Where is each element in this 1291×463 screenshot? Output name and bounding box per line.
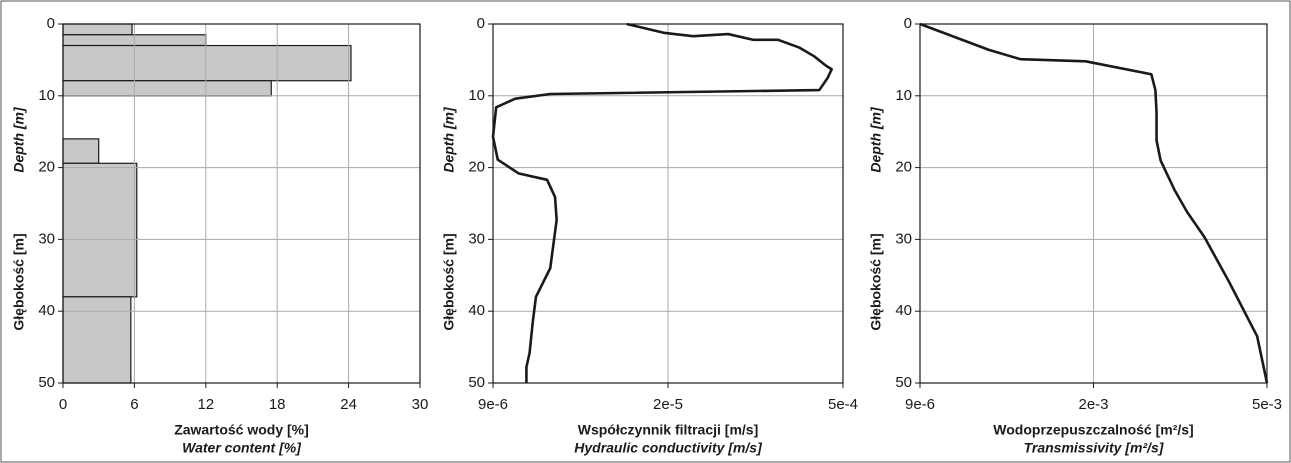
layer-bar (62, 296, 132, 384)
y-tick-label: 30 (38, 230, 55, 247)
y-tick-label: 50 (895, 374, 912, 391)
profile-line (491, 22, 833, 383)
y-tick-label: 40 (468, 302, 485, 319)
y-tick-label: 0 (47, 15, 55, 32)
layer-bar (62, 162, 138, 298)
x-axis-label: Zawartość wody [%] (174, 422, 309, 438)
y-axis-label: Głębokość [m] (441, 233, 457, 330)
y-tick-label: 30 (468, 230, 485, 247)
y-tick-label: 30 (895, 230, 912, 247)
y-tick-label: 10 (468, 87, 485, 104)
x-tick-label: 12 (197, 396, 214, 413)
y-axis-label-en: Depth [m] (868, 106, 884, 173)
x-tick-label: 9e-6 (478, 396, 508, 413)
y-tick-label: 50 (38, 374, 55, 391)
x-axis-label-en: Transmissivity [m²/s] (1024, 440, 1165, 456)
y-axis-label-en: Depth [m] (11, 106, 27, 173)
y-tick-label: 20 (468, 159, 485, 176)
plot-border (62, 23, 421, 384)
y-tick-label: 20 (895, 159, 912, 176)
x-tick-label: 30 (412, 396, 429, 413)
x-tick-label: 6 (130, 396, 138, 413)
y-tick-label: 40 (895, 302, 912, 319)
y-tick-label: 0 (477, 15, 485, 32)
x-tick-label: 18 (269, 396, 286, 413)
x-tick-label: 5e-3 (1252, 396, 1282, 413)
y-tick-label: 10 (895, 87, 912, 104)
y-axis-label: Głębokość [m] (11, 233, 27, 330)
y-axis-label-en: Depth [m] (441, 106, 457, 173)
x-tick-label: 2e-3 (1078, 396, 1108, 413)
y-tick-label: 20 (38, 159, 55, 176)
profile-line (919, 22, 1269, 384)
y-tick-label: 0 (904, 15, 912, 32)
x-axis-label: Współczynnik filtracji [m/s] (578, 422, 758, 438)
layer-bar (62, 80, 272, 97)
x-axis-label-en: Hydraulic conductivity [m/s] (574, 440, 763, 456)
y-tick-label: 10 (38, 87, 55, 104)
x-axis-label-en: Water content [%] (182, 440, 302, 456)
layer-bar (62, 138, 100, 164)
x-tick-label: 5e-4 (828, 396, 858, 413)
x-axis-label: Wodoprzepuszczalność [m²/s] (993, 422, 1193, 438)
x-tick-label: 24 (340, 396, 357, 413)
y-tick-label: 40 (38, 302, 55, 319)
y-tick-label: 50 (468, 374, 485, 391)
y-axis-label: Głębokość [m] (868, 233, 884, 330)
x-tick-label: 2e-5 (653, 396, 683, 413)
layer-bar (62, 23, 133, 36)
x-tick-label: 9e-6 (905, 396, 935, 413)
x-tick-label: 0 (59, 396, 67, 413)
layer-bar (62, 44, 352, 82)
